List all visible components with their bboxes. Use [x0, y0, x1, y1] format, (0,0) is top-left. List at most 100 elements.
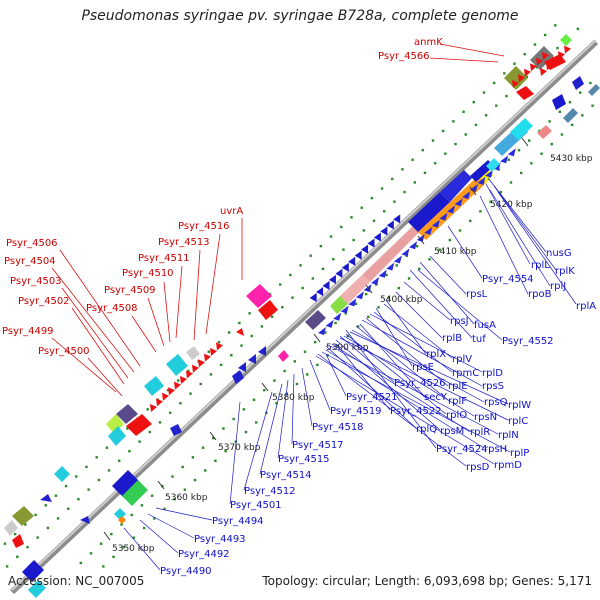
gc-dot: [578, 91, 582, 94]
gene-label: Psyr_4509: [104, 285, 156, 296]
leader-line-blue: [361, 319, 483, 387]
leader-line-blue: [331, 343, 471, 433]
gc-dot: [560, 133, 564, 136]
leader-line-blue: [329, 345, 499, 435]
gc-dot: [193, 478, 197, 482]
gc-dot: [324, 331, 327, 334]
gc-dot: [248, 312, 251, 315]
gene-arrow: [316, 286, 324, 296]
gene-blue-ur2: [572, 76, 584, 90]
gc-dot: [350, 216, 353, 219]
gc-dot: [177, 379, 180, 382]
red-gene-arrow: [540, 68, 547, 76]
gene-arrow: [354, 250, 362, 260]
leader-line-blue: [123, 527, 161, 571]
gc-dot: [362, 229, 366, 232]
gc-dot: [224, 450, 227, 453]
gene-arrow: [373, 232, 381, 242]
gene-gray-far: [4, 520, 18, 536]
leader-line-blue: [395, 291, 443, 339]
red-gene-arrow: [180, 376, 187, 384]
gc-dot: [482, 91, 486, 94]
gc-dot: [130, 513, 133, 517]
gene-yellowgreen: [106, 414, 124, 434]
gc-dot: [46, 526, 50, 530]
gene-red-left: [126, 414, 152, 436]
gene-arrow: [507, 148, 516, 157]
gc-dot: [370, 196, 374, 200]
gc-dot: [13, 532, 17, 536]
leader-line-blue: [243, 391, 273, 491]
gc-dot: [222, 427, 225, 430]
gene-arrow: [393, 214, 401, 224]
gc-dot: [503, 72, 506, 75]
gc-dot: [214, 459, 217, 463]
gc-dot: [356, 325, 360, 328]
gene-arrow: [318, 327, 326, 335]
gc-dot: [513, 62, 516, 65]
gc-dot: [95, 456, 98, 459]
gene-cyan-mid: [166, 354, 188, 376]
leader-line-blue: [291, 373, 295, 445]
inner-strand-genes: [22, 84, 600, 598]
gene-arrow: [371, 276, 380, 285]
gc-dot: [391, 177, 394, 181]
leader-line-blue: [493, 185, 557, 271]
gc-dot: [581, 114, 584, 117]
gene-red-small: [236, 328, 244, 336]
gc-dot: [232, 417, 235, 421]
leader-line-blue: [229, 401, 241, 505]
gene-pink-small: [537, 125, 552, 139]
gene-label: rplR: [470, 427, 490, 438]
outer-arrows: [309, 214, 401, 302]
gene-arrow: [409, 241, 418, 250]
gene-label: rplA: [576, 301, 596, 312]
gc-dot: [230, 354, 233, 357]
gc-dot: [360, 206, 363, 209]
gc-dot: [107, 469, 111, 472]
red-gene-arrow: [198, 359, 205, 368]
gene-label: Psyr_4517: [292, 440, 344, 451]
gene-label: rpmD: [494, 460, 522, 471]
red-gene-arrow: [518, 74, 525, 83]
gene-label: Psyr_4511: [138, 253, 190, 264]
gene-arrow: [380, 226, 388, 236]
kbp-label: 5400 kbp: [380, 295, 423, 305]
gc-dot: [535, 66, 539, 69]
gc-dot: [372, 219, 376, 223]
gene-steel-b: [588, 84, 600, 96]
gene-arrow: [258, 346, 266, 356]
leader-line-red: [51, 267, 135, 373]
outer-strand-genes: [4, 34, 584, 548]
leader-line-blue: [349, 331, 509, 405]
gc-dot: [568, 101, 572, 104]
gc-dot: [354, 302, 358, 305]
gc-dot: [530, 162, 533, 165]
gene-label: Psyr_4499: [2, 326, 54, 337]
gc-dot: [462, 110, 465, 113]
gene-arrow: [348, 298, 357, 307]
gc-dot: [240, 344, 243, 347]
gene-blue-b: [232, 370, 244, 384]
leader-line-red: [51, 337, 117, 393]
gc-dot: [334, 321, 337, 325]
gene-arrow: [454, 198, 463, 207]
gc-dot: [403, 190, 406, 194]
gc-dot: [548, 120, 551, 123]
leader-line-red: [71, 307, 125, 385]
gc-dot: [44, 504, 47, 507]
genome-backbone-highlight: [11, 39, 597, 591]
gc-dot: [528, 139, 531, 142]
gene-cyan-a: [510, 118, 533, 140]
gene-cyan-outer: [486, 158, 500, 172]
kbp-tick: [365, 284, 373, 294]
leader-line-red: [147, 297, 165, 347]
gc-dot: [273, 379, 276, 382]
leader-line-blue: [375, 307, 413, 367]
gc-dot: [423, 171, 427, 175]
leader-line-blue: [383, 303, 453, 359]
gc-dot: [367, 315, 370, 319]
gene-label: Psyr_4501: [230, 500, 282, 511]
gc-dot: [499, 190, 502, 194]
gc-dot: [5, 565, 9, 568]
